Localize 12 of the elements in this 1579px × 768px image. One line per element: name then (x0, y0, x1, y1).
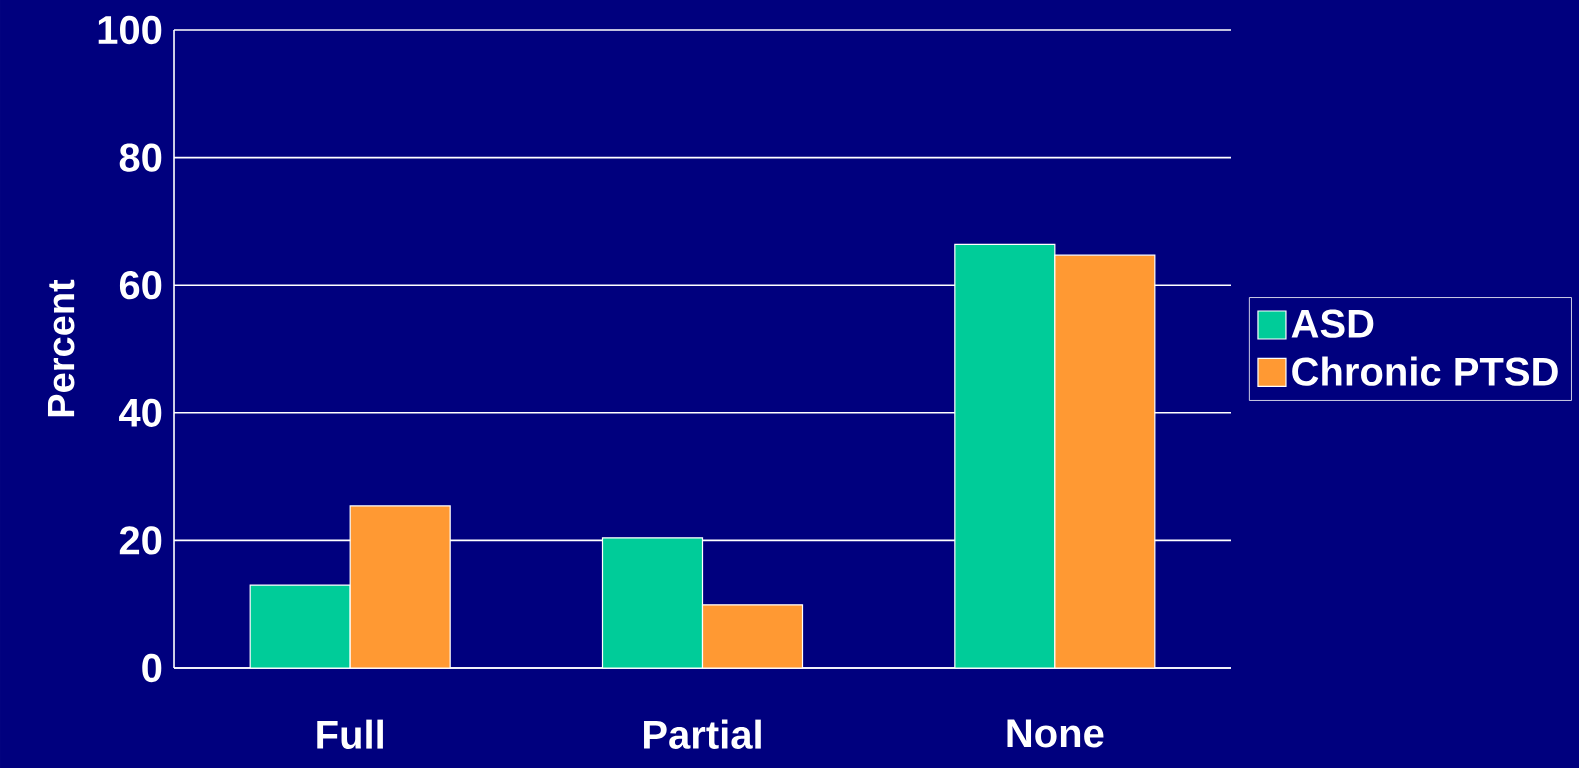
y-tick-label: 20 (119, 526, 162, 555)
x-tick-label: Full (317, 719, 383, 749)
y-tick-label: 60 (119, 271, 162, 300)
y-tick-label: 0 (142, 653, 162, 683)
y-tick-label: 100 (98, 15, 162, 45)
y-tick-label: 80 (119, 143, 162, 172)
legend-label: Chronic PTSD (1292, 356, 1558, 386)
y-tick-label: 40 (119, 398, 162, 427)
y-axis-title: Percent (47, 279, 75, 417)
x-tick-label: None (1007, 719, 1104, 748)
legend-label: ASD (1291, 309, 1374, 338)
x-tick-label: Partial (644, 719, 761, 749)
